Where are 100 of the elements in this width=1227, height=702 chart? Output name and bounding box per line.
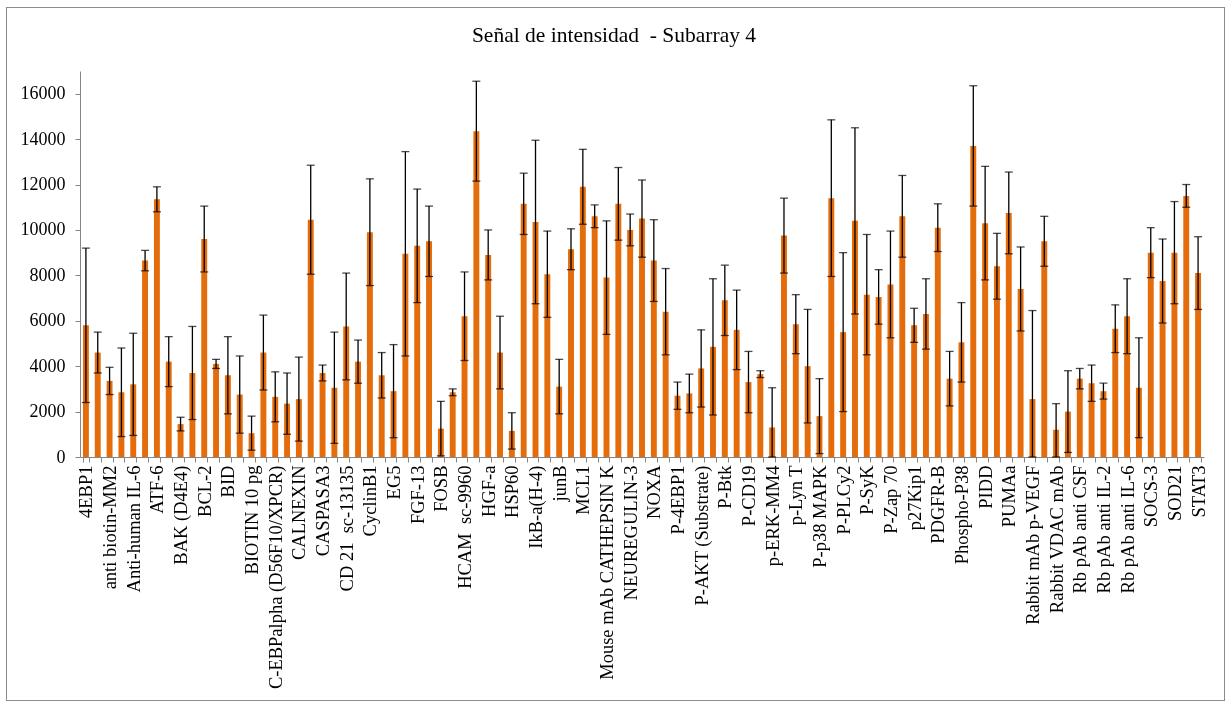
x-tick-label: EG5 <box>384 465 405 500</box>
x-tick-label: FGF-13 <box>407 465 428 525</box>
x-tick-label: MCL1 <box>573 465 594 515</box>
bar <box>875 296 882 457</box>
x-tick-label: SOCS-3 <box>1141 465 1162 528</box>
x-tick-label: C-EBPalpha (D56F10/XPCR) <box>265 465 287 690</box>
bar <box>189 372 196 457</box>
x-tick-label: P-Btk <box>715 464 736 509</box>
bar <box>792 324 799 457</box>
bar <box>1195 273 1202 457</box>
x-tick-label: junB <box>549 465 570 503</box>
y-tick-label: 16000 <box>20 83 66 104</box>
bar <box>153 199 160 457</box>
x-tick-label: P-4EBP1 <box>667 465 688 535</box>
x-tick-label: CyclinB1 <box>360 465 381 537</box>
y-tick-label: 6000 <box>29 310 66 331</box>
bar <box>946 378 953 457</box>
x-tick-label: NEUREGULIN-3 <box>620 465 641 601</box>
x-tick-label: NOXA <box>644 464 665 519</box>
bar <box>1076 378 1083 457</box>
bar <box>1041 241 1048 457</box>
bar <box>1183 195 1190 457</box>
x-tick-label: PDGFR-B <box>928 465 949 544</box>
x-tick-label: CASPASA3 <box>313 465 334 557</box>
bar <box>1017 288 1024 457</box>
bar <box>106 380 113 457</box>
x-tick-label: Rb pAb anti IL-6 <box>1117 465 1138 594</box>
x-tick-label: FOSB <box>431 465 452 512</box>
bar <box>213 363 220 457</box>
x-tick-label: Anti-human IL-6 <box>123 465 144 593</box>
x-tick-label: CALNEXIN <box>289 465 310 561</box>
x-tick-label: P-PLCy2 <box>833 465 854 535</box>
x-tick-label: 4EBP1 <box>76 465 97 518</box>
bar <box>307 219 314 457</box>
bar <box>828 198 835 457</box>
bar <box>568 249 574 457</box>
bar <box>1147 252 1154 457</box>
bar <box>733 329 740 457</box>
bar <box>970 145 977 457</box>
bar <box>639 218 645 457</box>
bar <box>982 223 989 457</box>
x-tick-label: Rabbit mAb p-VEGF <box>1022 465 1043 625</box>
bar <box>1005 212 1012 457</box>
bar <box>721 300 728 457</box>
bar <box>934 227 941 457</box>
bar <box>343 326 350 457</box>
x-tick-label: PUMAa <box>999 465 1020 528</box>
bar <box>355 361 361 457</box>
x-tick-label: p-ERK-MM4 <box>762 465 783 567</box>
x-tick-label: Rb pAb anti CSF <box>1070 465 1091 594</box>
x-tick-label: p-Lyn T <box>786 465 807 526</box>
bar <box>1171 252 1178 457</box>
x-tick-label: P-SyK <box>857 464 878 515</box>
bar <box>698 368 705 457</box>
bar <box>662 311 669 457</box>
x-tick-label: IkB-a(H-4) <box>526 465 548 549</box>
bar <box>686 393 693 457</box>
y-tick-label: 14000 <box>20 128 66 149</box>
x-tick-label: HCAM sc-9960 <box>455 465 476 589</box>
bar <box>923 313 929 457</box>
bar <box>650 260 657 457</box>
x-tick-label: Rabbit VDAC mAb <box>1046 465 1067 614</box>
x-tick-label: P-AKT (Substrate) <box>691 465 713 606</box>
bar <box>378 375 385 457</box>
x-tick-label: PIDD <box>975 465 996 509</box>
bar <box>142 260 149 457</box>
bar <box>556 386 563 457</box>
bar <box>958 342 965 457</box>
bar <box>272 396 279 457</box>
bar <box>993 266 1000 457</box>
x-tick-label: BID <box>218 465 239 498</box>
bar <box>94 352 101 457</box>
y-tick-label: 2000 <box>29 401 66 422</box>
bar <box>426 241 432 457</box>
x-tick-label: BIOTIN 10 pg <box>242 465 263 575</box>
bar <box>1100 391 1107 457</box>
bar <box>863 294 870 457</box>
bar <box>260 352 267 457</box>
x-tick-label: Rb pAb anti IL-2 <box>1093 465 1114 594</box>
x-tick-label: BCL-2 <box>194 465 215 517</box>
bar <box>899 216 906 457</box>
bar <box>911 325 918 457</box>
x-tick-label: P-p38 MAPK <box>809 464 830 568</box>
y-tick-label: 0 <box>56 446 66 467</box>
x-tick-label: HSP60 <box>502 465 523 518</box>
bar <box>781 235 787 457</box>
x-tick-label: SOD21 <box>1164 465 1185 522</box>
bar <box>177 424 184 457</box>
bar <box>615 203 622 457</box>
bar <box>165 361 172 457</box>
y-tick-label: 4000 <box>29 355 66 376</box>
x-tick-label: Mouse mAb CATHEPSIN K <box>597 464 618 680</box>
y-tick-label: 12000 <box>20 174 66 195</box>
bar <box>1159 281 1166 457</box>
x-tick-label: P-Zap 70 <box>880 465 901 534</box>
x-tick-label: Phospho-P38 <box>951 465 972 565</box>
bar <box>544 274 551 457</box>
x-tick-label: HGF-a <box>478 465 499 517</box>
x-tick-label: CD 21 sc-13135 <box>336 465 357 592</box>
bar <box>414 245 421 457</box>
